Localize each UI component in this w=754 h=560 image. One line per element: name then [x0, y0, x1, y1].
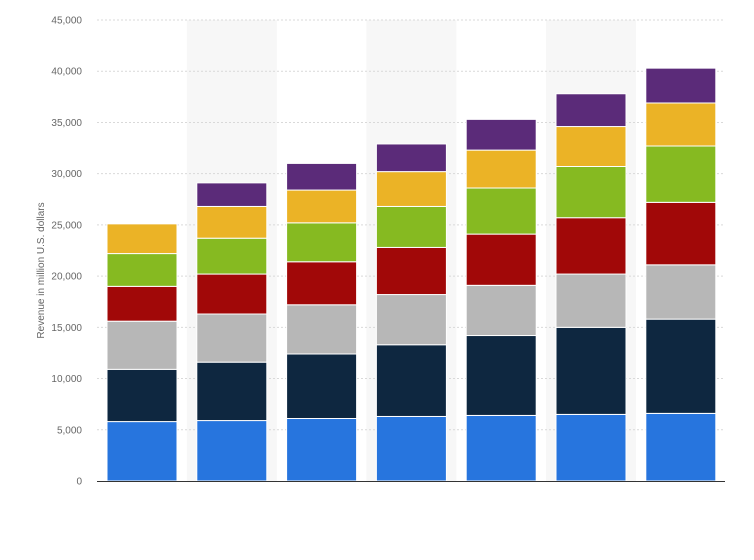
- bar-segment: [286, 189, 358, 224]
- y-tick-label: 35,000: [51, 118, 82, 129]
- bars: [106, 67, 717, 482]
- bar-segment: [555, 326, 627, 415]
- bar-segment: [645, 412, 717, 482]
- bar-segment: [196, 182, 268, 207]
- bar-segment: [645, 201, 717, 266]
- bar-segment: [286, 418, 358, 482]
- bar-segment: [286, 162, 358, 191]
- y-tick-label: 0: [76, 477, 82, 488]
- bar-segment: [286, 304, 358, 355]
- bar-segment: [375, 344, 447, 417]
- y-tick-label: 40,000: [51, 67, 82, 78]
- bar-segment: [375, 415, 447, 482]
- y-axis-title: Revenue in million U.S. dollars: [36, 202, 47, 338]
- bar-segment: [465, 284, 537, 337]
- bar-segment: [106, 368, 178, 423]
- bar-segment: [106, 320, 178, 370]
- bar-segment: [375, 294, 447, 346]
- bar-segment: [106, 421, 178, 482]
- bar-segment: [645, 318, 717, 414]
- y-tick-label: 10,000: [51, 374, 82, 385]
- y-tick-label: 20,000: [51, 272, 82, 283]
- bar-segment: [196, 361, 268, 422]
- y-tick-label: 5,000: [57, 425, 82, 436]
- bar-segment: [645, 102, 717, 147]
- bar-segment: [555, 413, 627, 482]
- bar-segment: [196, 420, 268, 482]
- bar-segment: [196, 237, 268, 275]
- bar-segment: [375, 246, 447, 296]
- bar-segment: [555, 126, 627, 167]
- bar-segment: [286, 353, 358, 420]
- bar-segment: [465, 187, 537, 235]
- y-tick-label: 45,000: [51, 16, 82, 27]
- bar-segment: [555, 273, 627, 328]
- bar-segment: [645, 67, 717, 104]
- bar-segment: [375, 171, 447, 207]
- y-tick-label: 30,000: [51, 169, 82, 180]
- bar-segment: [465, 149, 537, 189]
- bar-segment: [286, 261, 358, 306]
- bar-segment: [375, 205, 447, 248]
- y-axis-ticks: 0 5,000 10,000 15,000 20,000 25,000 30,000 35,0…: [51, 16, 82, 488]
- bar-segment: [465, 233, 537, 286]
- bar-segment: [645, 264, 717, 320]
- bar-segment: [196, 273, 268, 315]
- bar-segment: [555, 165, 627, 219]
- bar-segment: [106, 285, 178, 322]
- bar-segment: [286, 222, 358, 263]
- bar-segment: [375, 143, 447, 173]
- bar-segment: [196, 313, 268, 363]
- bar-segment: [645, 145, 717, 203]
- bar-segment: [555, 217, 627, 275]
- bar-segment: [196, 205, 268, 239]
- bar-segment: [465, 414, 537, 482]
- bar-segment: [465, 118, 537, 151]
- bar-segment: [465, 335, 537, 416]
- y-tick-label: 15,000: [51, 323, 82, 334]
- bar-segment: [555, 93, 627, 128]
- bar-segment: [106, 253, 178, 287]
- y-tick-label: 25,000: [51, 220, 82, 231]
- bar-segment: [106, 223, 178, 255]
